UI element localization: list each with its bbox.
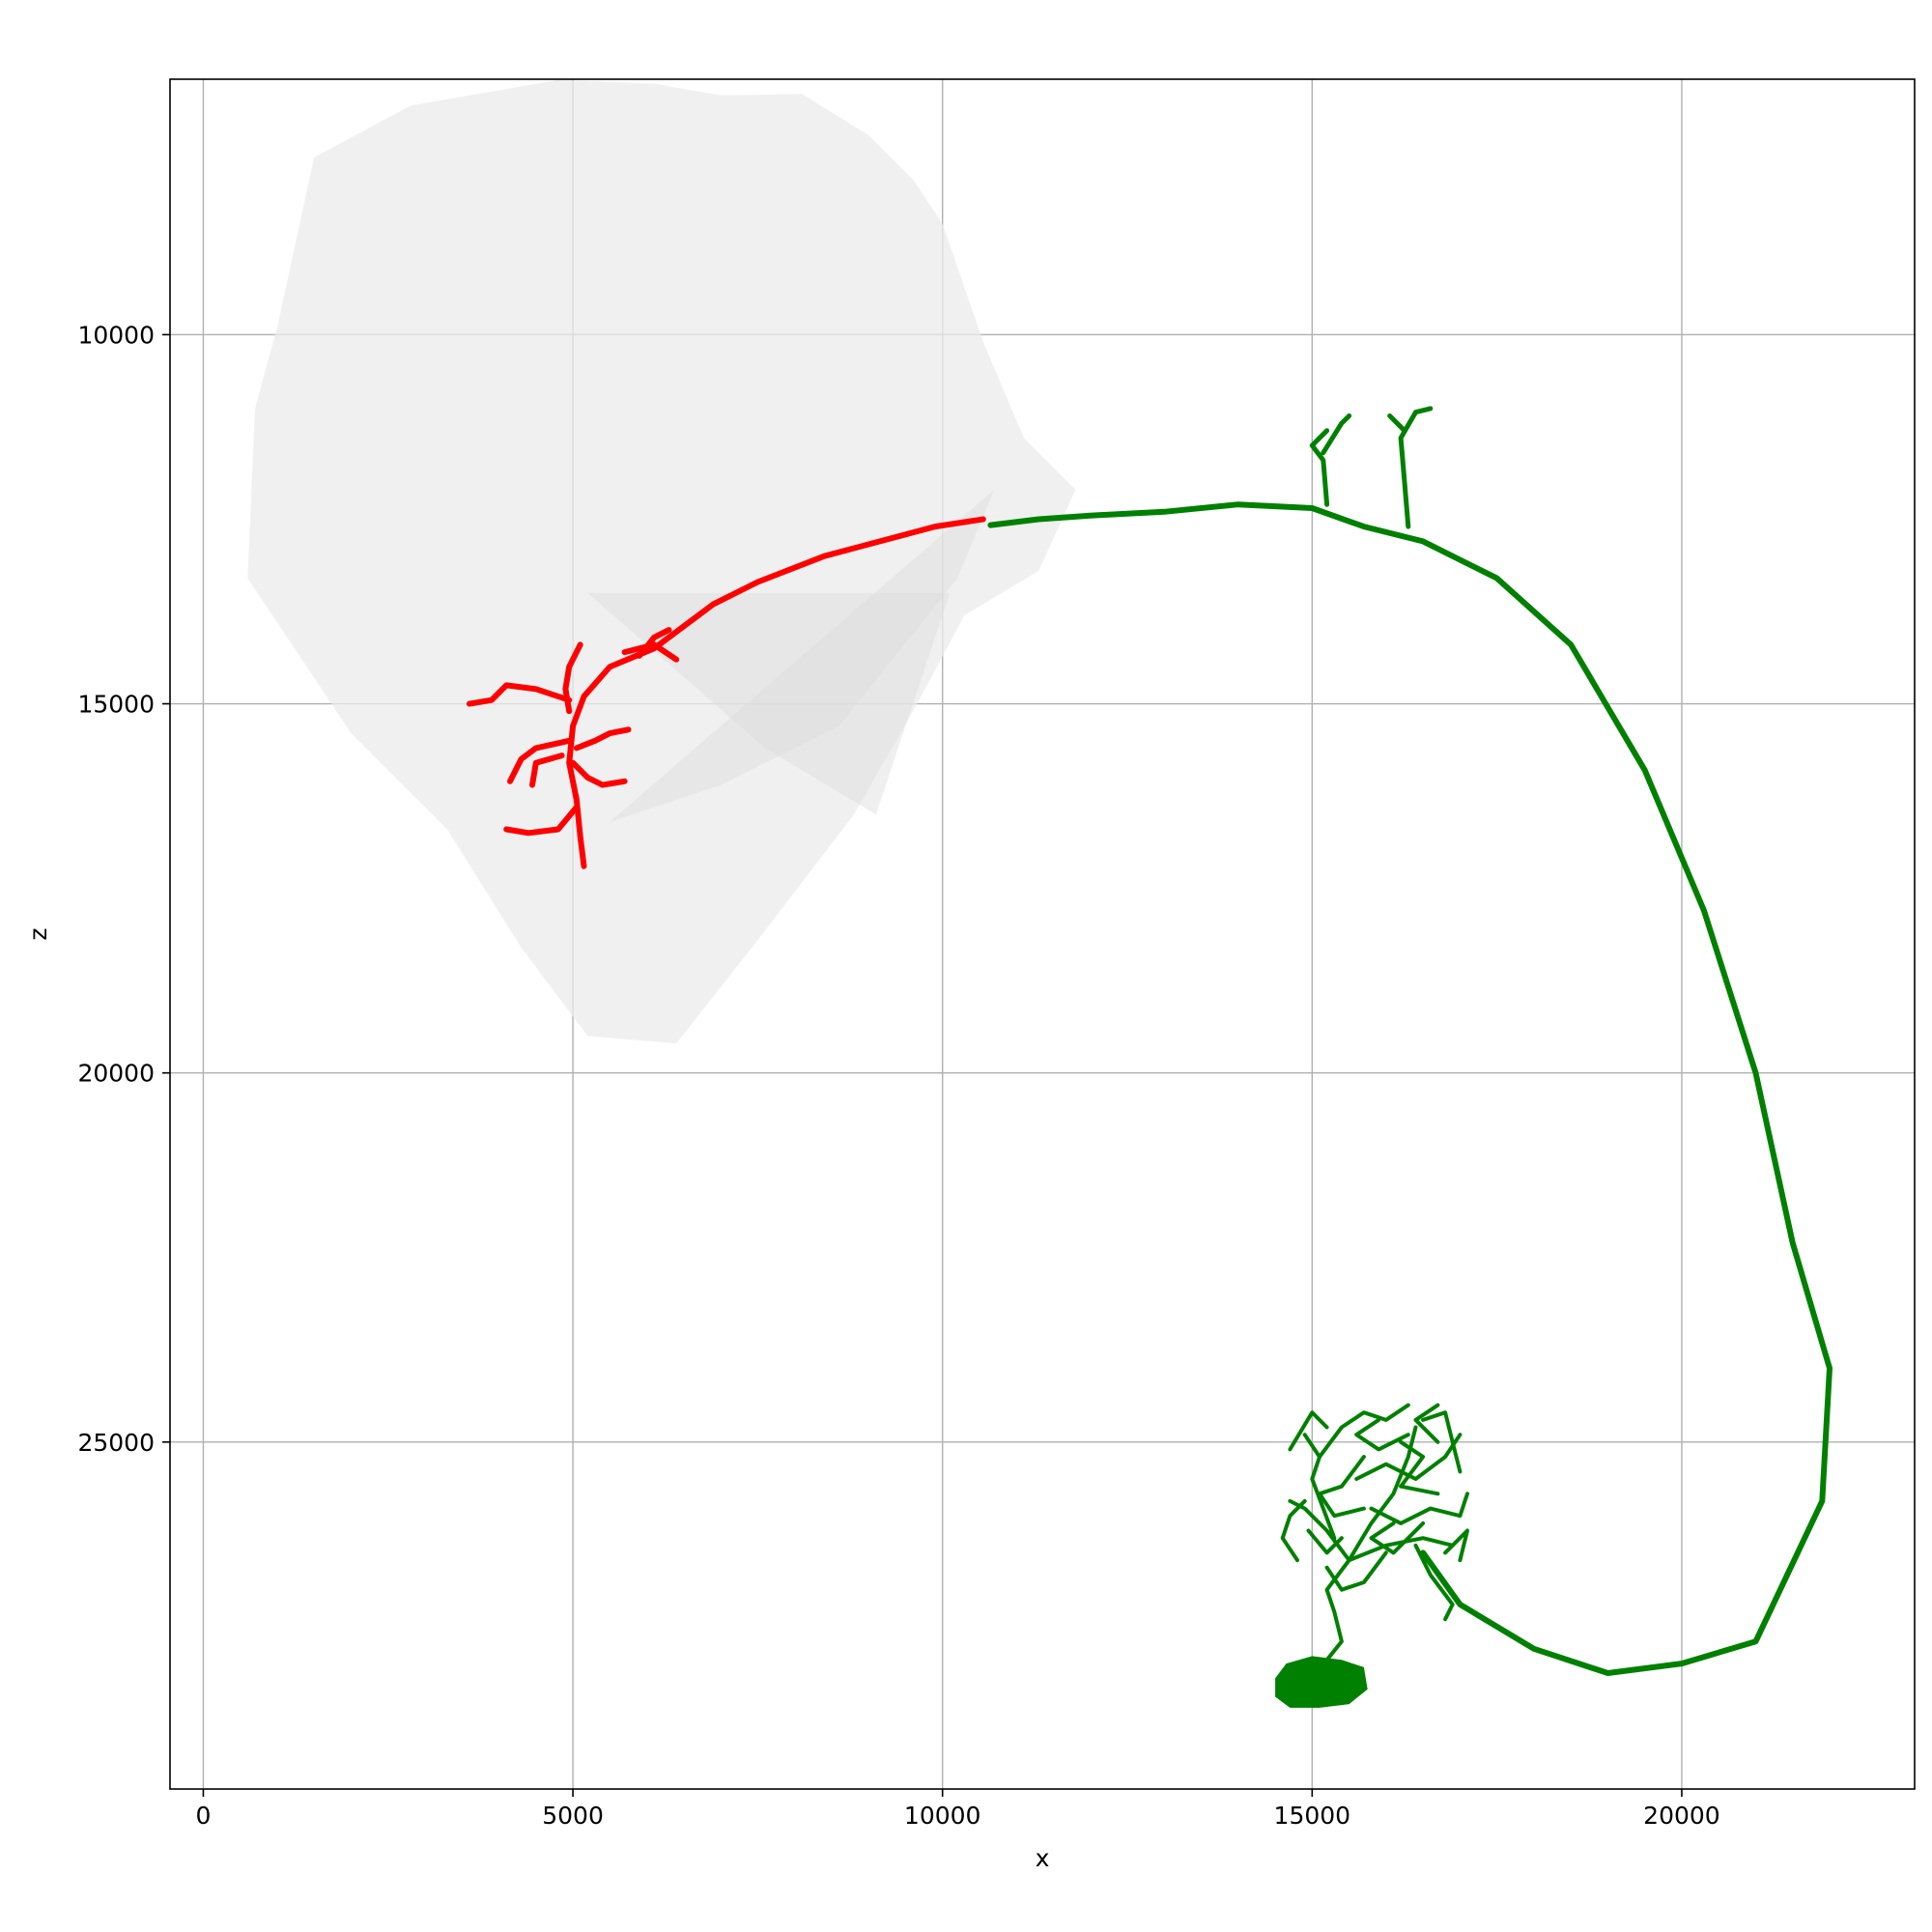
dendrite-branch: [636, 627, 672, 659]
axon-arbor-segment: [1413, 1543, 1455, 1622]
axon-soma: [1275, 1656, 1368, 1708]
dendrite-branch: [621, 641, 680, 663]
dendrite-branch: [573, 726, 632, 752]
axon-arbor-segment: [1413, 1403, 1440, 1444]
axon-arbor-segment: [1318, 1455, 1366, 1519]
axon-arbor-segment: [1369, 1520, 1426, 1555]
axon-collateral: [1398, 406, 1434, 529]
mesh-fold: [587, 592, 951, 815]
axon-collateral: [1321, 413, 1352, 456]
dendrite-branch: [570, 759, 628, 788]
axon-main: [987, 501, 1833, 1676]
plot-frame: [169, 78, 1916, 1790]
mesh-outline: [247, 79, 1076, 1044]
y-tick-label: 15000: [77, 691, 155, 719]
dendrite-layer: [466, 516, 986, 869]
dendrite-main: [566, 516, 986, 869]
axon-arbor-segment: [1354, 1433, 1463, 1481]
axon-collateral: [1387, 413, 1407, 434]
y-tick-label: 20000: [77, 1060, 155, 1088]
axon-arbor-segment: [1302, 1433, 1337, 1541]
axon-arbor-segment: [1354, 1417, 1410, 1452]
mesh-layer: [247, 79, 1076, 1044]
x-tick-label: 0: [195, 1802, 211, 1830]
x-tick-label: 10000: [904, 1802, 981, 1830]
axon-arbor-segment: [1443, 1528, 1469, 1563]
x-axis-label: x: [1036, 1844, 1050, 1872]
dendrite-branch: [507, 737, 573, 784]
x-tick-label: 5000: [542, 1802, 604, 1830]
y-tick-label: 10000: [77, 321, 155, 349]
y-axis-label: z: [24, 927, 52, 940]
x-tick-label: 15000: [1274, 1802, 1351, 1830]
axon-collateral: [1309, 428, 1330, 507]
y-tick-label: 25000: [77, 1429, 155, 1457]
dendrite-branch: [466, 682, 573, 707]
tick-labels: 0 5000 10000 15000 20000 10000 15000 20000 25000: [77, 321, 1719, 1830]
axon-arbor-segment: [1288, 1410, 1329, 1452]
axon-arbor-segment: [1318, 1403, 1410, 1460]
axon-arbor-segment: [1324, 1550, 1388, 1592]
axon-arbor-segment: [1369, 1492, 1469, 1525]
axon-layer: [987, 406, 1833, 1708]
axon-arbor-segment: [1421, 1410, 1463, 1474]
axon-arbor-segment: [1280, 1498, 1307, 1563]
dendrite-branch: [503, 804, 580, 837]
mesh-fold: [610, 489, 995, 822]
axon-arbor-segment: [1288, 1498, 1351, 1563]
axon-arbor-segment: [1399, 1439, 1440, 1496]
axon-arbor-segment: [1306, 1528, 1344, 1555]
x-tick-label: 20000: [1643, 1802, 1720, 1830]
tick-marks: [162, 333, 1683, 1797]
dendrite-branch: [529, 753, 565, 788]
